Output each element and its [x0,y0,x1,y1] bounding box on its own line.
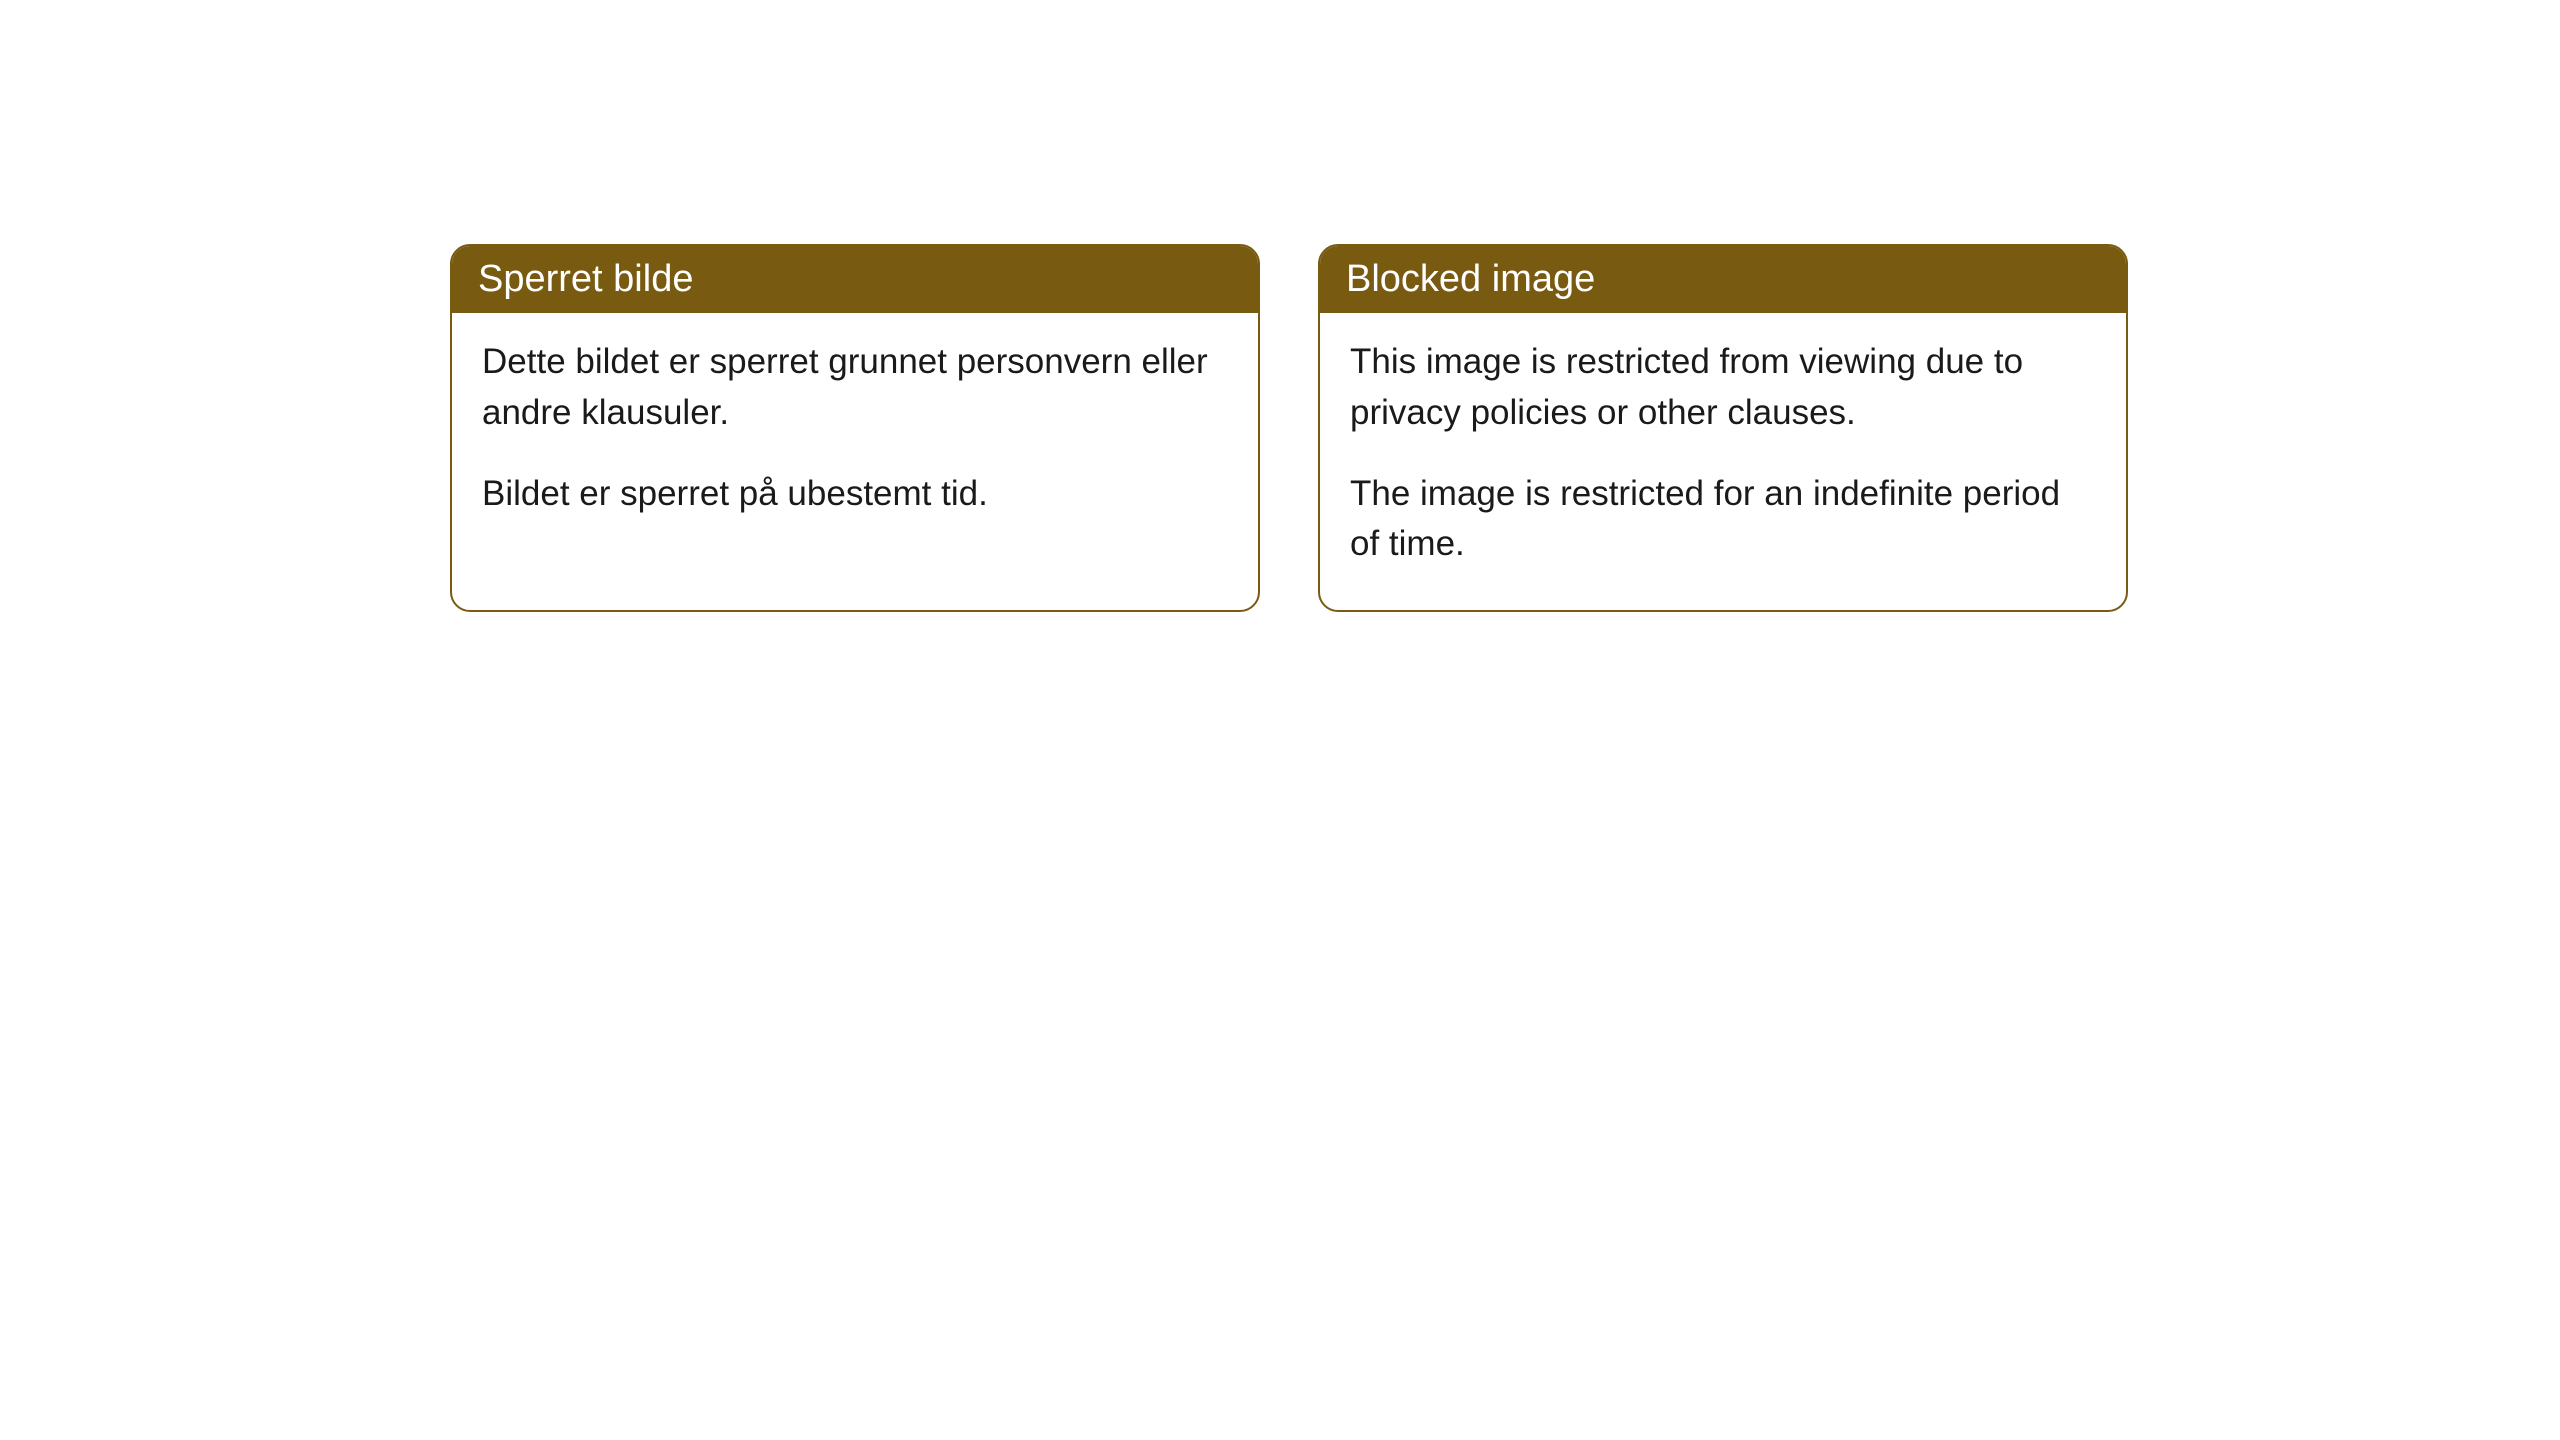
card-header-norwegian: Sperret bilde [452,246,1258,313]
card-title: Sperret bilde [478,258,693,300]
card-paragraph-2: Bildet er sperret på ubestemt tid. [482,469,1228,520]
card-body-english: This image is restricted from viewing du… [1320,313,2126,610]
card-header-english: Blocked image [1320,246,2126,313]
card-body-norwegian: Dette bildet er sperret grunnet personve… [452,313,1258,559]
card-title: Blocked image [1346,258,1595,300]
card-paragraph-1: This image is restricted from viewing du… [1350,337,2096,439]
card-paragraph-1: Dette bildet er sperret grunnet personve… [482,337,1228,439]
cards-container: Sperret bilde Dette bildet er sperret gr… [450,244,2128,612]
card-english: Blocked image This image is restricted f… [1318,244,2128,612]
card-norwegian: Sperret bilde Dette bildet er sperret gr… [450,244,1260,612]
card-paragraph-2: The image is restricted for an indefinit… [1350,469,2096,571]
